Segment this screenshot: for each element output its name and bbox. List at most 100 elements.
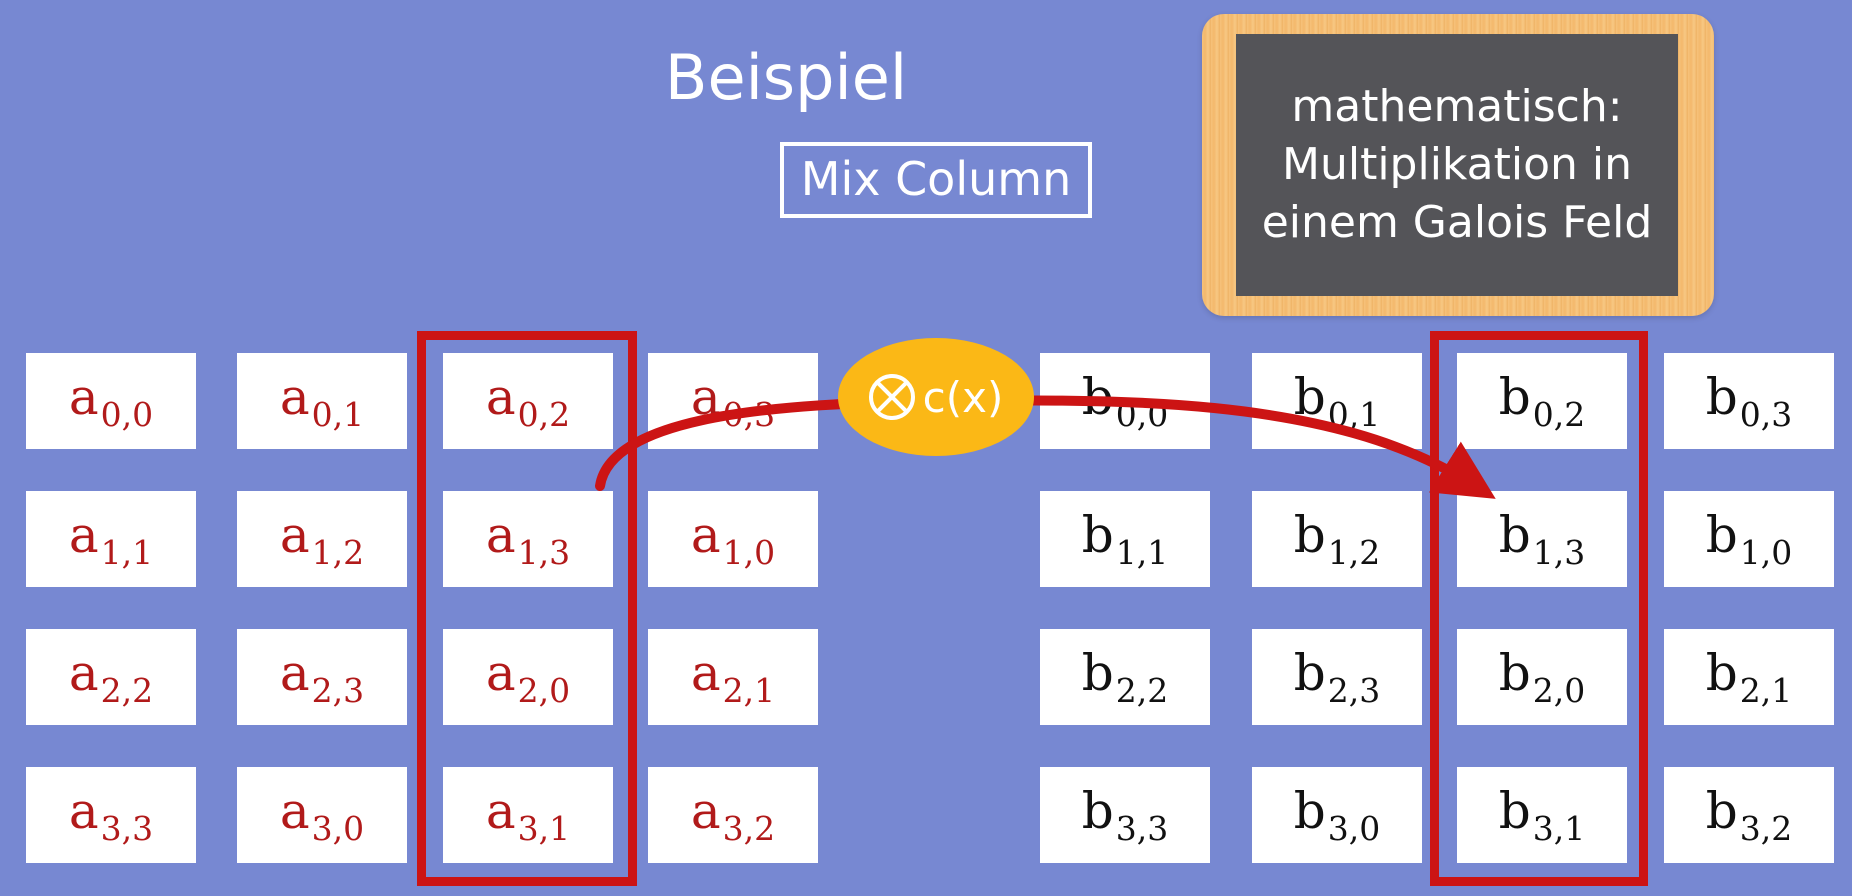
- cell-base: b: [1705, 505, 1738, 564]
- cell-subscript: 2,3: [1327, 670, 1381, 710]
- cell-label: b2,3: [1294, 648, 1381, 707]
- cell-subscript: 3,2: [1739, 808, 1793, 848]
- cell-subscript: 2,1: [722, 670, 776, 710]
- cell-subscript: 3,3: [1115, 808, 1169, 848]
- cell-subscript: 2,2: [1115, 670, 1169, 710]
- cell-subscript: 1,3: [1532, 532, 1586, 572]
- cell-base: b: [1498, 781, 1531, 840]
- highlight-column-a: [417, 331, 637, 886]
- cell-label: a1,0: [691, 510, 775, 569]
- cell-label: a2,2: [69, 648, 153, 707]
- matrix-b-cell-2-1: b2,3: [1252, 629, 1422, 725]
- cell-label: b0,1: [1294, 372, 1381, 431]
- matrix-b-cell-2-2: b2,0: [1457, 629, 1627, 725]
- matrix-a-cell-3-2: a3,1: [443, 767, 613, 863]
- cell-subscript: 1,1: [1115, 532, 1169, 572]
- cell-subscript: 1,2: [311, 532, 365, 572]
- cell-label: b1,2: [1294, 510, 1381, 569]
- chalkboard-note: mathematisch: Multiplikation in einem Ga…: [1202, 14, 1714, 316]
- arrow-path: [595, 395, 1496, 499]
- matrix-a-cell-0-2: a0,2: [443, 353, 613, 449]
- cell-label: a0,1: [280, 372, 364, 431]
- cell-subscript: 2,0: [517, 670, 571, 710]
- cell-subscript: 1,0: [1739, 532, 1793, 572]
- cell-label: b3,0: [1294, 786, 1381, 845]
- cell-base: b: [1705, 643, 1738, 702]
- cell-label: a1,3: [486, 510, 570, 569]
- cell-subscript: 3,3: [100, 808, 154, 848]
- matrix-a-cell-2-1: a2,3: [237, 629, 407, 725]
- cell-base: a: [68, 505, 99, 564]
- cell-base: b: [1293, 643, 1326, 702]
- matrix-a-cell-1-1: a1,2: [237, 491, 407, 587]
- cell-label: a2,3: [280, 648, 364, 707]
- matrix-a-cell-0-0: a0,0: [26, 353, 196, 449]
- cell-label: a0,2: [486, 372, 570, 431]
- cell-subscript: 3,1: [1532, 808, 1586, 848]
- cell-label: b2,2: [1082, 648, 1169, 707]
- cell-label: b3,1: [1499, 786, 1586, 845]
- cell-label: a3,0: [280, 786, 364, 845]
- matrix-b-cell-2-3: b2,1: [1664, 629, 1834, 725]
- cell-base: b: [1081, 781, 1114, 840]
- matrix-b-cell-1-3: b1,0: [1664, 491, 1834, 587]
- cell-subscript: 0,2: [1532, 394, 1586, 434]
- cell-base: a: [68, 367, 99, 426]
- cell-base: a: [485, 643, 516, 702]
- step-label-box: Mix Column: [780, 142, 1092, 218]
- cell-subscript: 2,3: [311, 670, 365, 710]
- cell-base: a: [279, 367, 310, 426]
- cell-subscript: 2,2: [100, 670, 154, 710]
- cell-label: a0,0: [69, 372, 153, 431]
- cell-base: a: [68, 643, 99, 702]
- cell-base: a: [279, 505, 310, 564]
- cell-label: a2,1: [691, 648, 775, 707]
- cell-subscript: 2,0: [1532, 670, 1586, 710]
- matrix-a-cell-2-2: a2,0: [443, 629, 613, 725]
- cell-subscript: 0,0: [100, 394, 154, 434]
- matrix-b-cell-2-0: b2,2: [1040, 629, 1210, 725]
- cell-label: b1,1: [1082, 510, 1169, 569]
- matrix-b-cell-0-2: b0,2: [1457, 353, 1627, 449]
- cell-base: b: [1705, 781, 1738, 840]
- highlight-column-b: [1430, 331, 1648, 886]
- cell-base: b: [1498, 643, 1531, 702]
- operator-ellipse: c(x): [838, 338, 1034, 456]
- slide-title: Beispiel: [664, 41, 908, 114]
- cell-base: b: [1498, 505, 1531, 564]
- matrix-a-cell-1-3: a1,0: [648, 491, 818, 587]
- cell-label: a1,2: [280, 510, 364, 569]
- cell-label: a2,0: [486, 648, 570, 707]
- cell-label: b0,3: [1706, 372, 1793, 431]
- cell-label: a3,1: [486, 786, 570, 845]
- cell-subscript: 0,1: [311, 394, 365, 434]
- cell-label: a1,1: [69, 510, 153, 569]
- matrix-b-cell-3-3: b3,2: [1664, 767, 1834, 863]
- matrix-b-cell-1-1: b1,2: [1252, 491, 1422, 587]
- cell-subscript: 1,3: [517, 532, 571, 572]
- cell-base: a: [690, 781, 721, 840]
- matrix-a-cell-2-0: a2,2: [26, 629, 196, 725]
- cell-label: a3,2: [691, 786, 775, 845]
- cell-subscript: 1,2: [1327, 532, 1381, 572]
- cell-subscript: 2,1: [1739, 670, 1793, 710]
- matrix-a-cell-0-1: a0,1: [237, 353, 407, 449]
- cell-base: b: [1498, 367, 1531, 426]
- cell-label: b3,3: [1082, 786, 1169, 845]
- cell-label: a3,3: [69, 786, 153, 845]
- cell-base: b: [1081, 505, 1114, 564]
- matrix-a-cell-1-2: a1,3: [443, 491, 613, 587]
- cell-base: b: [1293, 505, 1326, 564]
- matrix-a-cell-3-0: a3,3: [26, 767, 196, 863]
- cell-base: a: [279, 643, 310, 702]
- cell-base: b: [1081, 643, 1114, 702]
- cell-base: a: [68, 781, 99, 840]
- matrix-a-cell-2-3: a2,1: [648, 629, 818, 725]
- cell-base: a: [485, 505, 516, 564]
- matrix-a-cell-3-1: a3,0: [237, 767, 407, 863]
- cell-label: b2,1: [1706, 648, 1793, 707]
- cell-base: a: [485, 367, 516, 426]
- chalkboard-surface: mathematisch: Multiplikation in einem Ga…: [1236, 34, 1678, 296]
- matrix-b-cell-1-2: b1,3: [1457, 491, 1627, 587]
